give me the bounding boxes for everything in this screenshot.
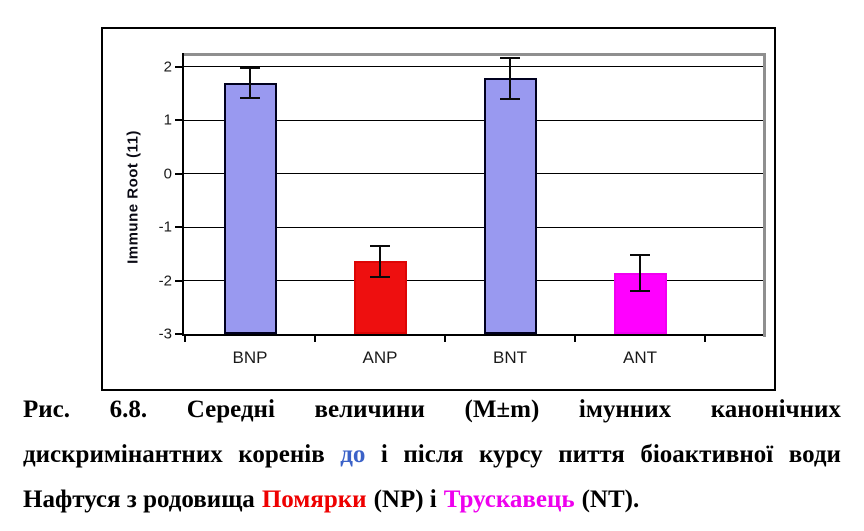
plot-right-border [763,53,766,337]
gridline-1 [184,119,763,121]
caption-word: і [380,441,388,468]
caption-word: Середні [186,396,275,423]
caption-word: пиття [558,441,625,468]
x-category-label-ANP: ANP [362,348,398,367]
error-bar-capbot-ANT [630,289,650,292]
x-category-label-BNP: BNP [232,348,268,367]
y-tick-mark--1 [175,226,182,229]
bar-BNP [223,82,277,334]
caption-word: після [403,441,464,468]
error-bar-captop-ANT [630,254,650,257]
caption-word: курсу [478,441,543,468]
caption-word: біоактивної [640,441,774,468]
error-bar-capbot-BNT [500,97,520,100]
x-tick-mark-4 [704,336,706,342]
x-tick-mark-1 [314,336,316,342]
caption-word: величини [314,396,425,423]
gridline--1 [184,226,763,228]
caption-word: Нафтуся з родовища [23,486,255,513]
x-category-label-ANT: ANT [623,348,657,367]
y-tick-label--1: -1 [158,218,172,236]
x-tick-mark-2 [444,336,446,342]
chart-frame: Immune Root (11) 2 1 0 -1 -2 -3 BNP ANP BNT ANT [101,27,776,391]
caption-word: 6.8. [109,396,148,423]
y-tick-label-1: 1 [163,111,172,129]
caption-word: (М±m) [464,396,540,423]
y-axis-title: Immune Root (11) [124,130,142,264]
caption-word: імунних [578,396,672,423]
caption-word: до [340,441,366,468]
x-axis-line [182,334,763,336]
x-tick-mark-3 [574,336,576,342]
error-bar-captop-BNP [240,66,260,69]
caption-line-2: дискримінантних коренів до і після курсу пиття… [23,441,841,486]
y-tick-mark--3 [175,333,182,335]
caption-word: Рис. [23,396,71,423]
x-category-label-BNT: BNT [493,348,527,367]
gridline-0 [184,173,763,175]
x-tick-mark-0 [184,336,186,342]
y-axis-line [182,53,184,336]
caption-word: коренів [238,441,325,468]
error-bar-stem-ANP [379,245,381,277]
caption-word: Трускавець [443,486,575,513]
y-tick-mark-2 [175,65,182,68]
caption-word: канонічних [710,396,841,423]
error-bar-stem-BNP [249,67,251,98]
y-tick-label-0: 0 [163,165,172,183]
y-tick-mark--2 [175,279,182,282]
gridline-2 [184,66,763,68]
caption-word: дискримінантних [23,441,223,468]
plot-top-border [184,53,766,56]
error-bar-capbot-BNP [240,96,260,99]
error-bar-stem-BNT [509,58,511,99]
caption-word: (NT). [581,486,640,513]
y-tick-mark-1 [175,119,182,122]
caption-line-1: Рис. 6.8. Середні величини (М±m) імунних канон… [23,396,841,441]
y-tick-label--3: -3 [158,325,172,343]
caption-word: води [788,441,841,468]
gridline--2 [184,280,763,282]
y-tick-label--2: -2 [158,272,172,290]
figure-caption: Рис. 6.8. Середні величини (М±m) імунних канон… [0,396,864,531]
y-tick-mark-0 [175,172,182,175]
bar-BNT [483,78,537,334]
caption-word: Помярки [261,486,367,513]
caption-word: (NP) і [373,486,437,513]
error-bar-captop-ANP [370,244,390,247]
plot-area: 2 1 0 -1 -2 -3 BNP ANP BNT ANT [159,53,766,367]
error-bar-capbot-ANP [370,275,390,278]
error-bar-captop-BNT [500,57,520,60]
y-tick-label-2: 2 [163,58,172,76]
error-bar-stem-ANT [639,255,641,291]
caption-line-3: Нафтуся з родовища Помярки (NP) і Трускавец… [23,486,841,531]
